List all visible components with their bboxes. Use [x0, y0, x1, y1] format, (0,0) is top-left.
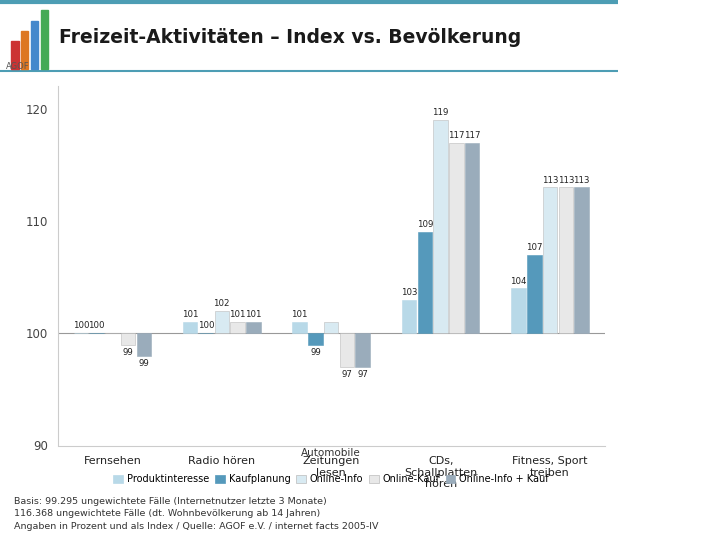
Text: 97: 97: [341, 370, 352, 379]
Text: 104: 104: [510, 276, 527, 286]
Text: Freizeit-Aktivitäten – Index vs. Bevölkerung: Freizeit-Aktivitäten – Index vs. Bevölke…: [59, 29, 521, 48]
Bar: [418, 232, 432, 333]
Text: 102: 102: [214, 299, 230, 308]
Bar: [340, 333, 354, 367]
Bar: [559, 187, 573, 333]
Bar: [433, 120, 448, 333]
Text: 100: 100: [89, 321, 105, 330]
Bar: [121, 333, 135, 345]
Text: 109: 109: [417, 220, 433, 230]
Text: 113: 113: [542, 176, 558, 185]
Text: 99: 99: [122, 348, 133, 357]
Text: 47: 47: [658, 500, 680, 515]
Text: 101: 101: [182, 310, 199, 319]
Text: 117: 117: [464, 131, 480, 140]
Bar: [511, 288, 526, 333]
Text: 101: 101: [229, 310, 246, 319]
Bar: [246, 322, 261, 333]
Text: 107: 107: [526, 243, 543, 252]
Text: 113: 113: [557, 176, 574, 185]
Text: 103: 103: [401, 288, 418, 297]
Bar: [21, 31, 28, 69]
Text: 99: 99: [310, 348, 321, 357]
Bar: [465, 143, 480, 333]
Bar: [137, 333, 151, 356]
Text: 113: 113: [573, 176, 590, 185]
Bar: [543, 187, 557, 333]
Bar: [230, 322, 245, 333]
Bar: [183, 322, 197, 333]
Text: 101: 101: [292, 310, 308, 319]
Text: 100: 100: [198, 321, 215, 330]
Legend: Produktinteresse, Kaufplanung, Online-Info, Online-Kauf, Online-Info + Kauf: Produktinteresse, Kaufplanung, Online-In…: [109, 470, 553, 488]
Bar: [402, 300, 416, 333]
Bar: [449, 143, 464, 333]
Bar: [324, 322, 338, 333]
Bar: [215, 311, 229, 333]
Bar: [11, 42, 19, 69]
Text: 119: 119: [433, 108, 449, 117]
Bar: [308, 333, 323, 345]
Bar: [356, 333, 370, 367]
Bar: [527, 255, 541, 333]
Text: Automobile: Automobile: [302, 448, 361, 458]
Bar: [575, 187, 589, 333]
Text: 99: 99: [138, 359, 149, 368]
Text: Basis: 99.295 ungewichtete Fälle (Internetnutzer letzte 3 Monate)
116.368 ungewi: Basis: 99.295 ungewichtete Fälle (Intern…: [14, 497, 379, 531]
Text: 117: 117: [448, 131, 464, 140]
Text: 101: 101: [245, 310, 261, 319]
Text: 100: 100: [73, 321, 89, 330]
Bar: [41, 10, 48, 69]
Bar: [31, 21, 38, 69]
Text: 97: 97: [357, 370, 368, 379]
Text: AGOF: AGOF: [6, 63, 29, 71]
Bar: [292, 322, 307, 333]
